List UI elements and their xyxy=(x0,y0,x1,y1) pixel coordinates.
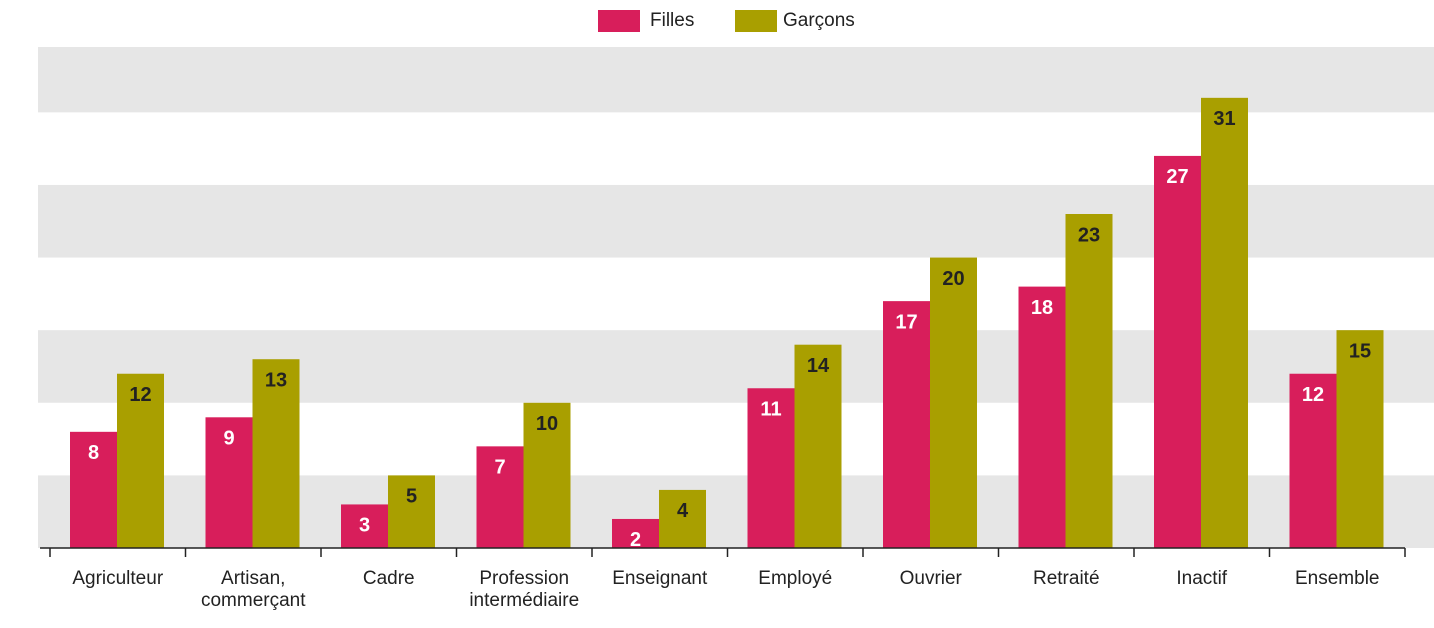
bar xyxy=(883,301,930,548)
data-label: 2 xyxy=(630,529,641,551)
x-tick-label: Inactif xyxy=(1176,568,1228,589)
data-label: 10 xyxy=(536,413,558,435)
data-label: 18 xyxy=(1031,297,1053,319)
bar xyxy=(794,344,842,548)
bar xyxy=(476,446,524,548)
data-label: 31 xyxy=(1213,108,1235,130)
x-tick-label: Ensemble xyxy=(1295,568,1380,589)
data-label: 15 xyxy=(1349,340,1371,362)
bar xyxy=(523,402,571,548)
data-label: 3 xyxy=(359,515,370,537)
bar xyxy=(1018,286,1066,548)
x-tick-label: Agriculteur xyxy=(72,568,164,589)
bar xyxy=(612,518,659,548)
bar xyxy=(1154,155,1201,549)
x-tick-label: Employé xyxy=(758,568,833,589)
bar xyxy=(388,475,435,548)
bar xyxy=(252,359,300,548)
bar xyxy=(117,373,164,548)
data-label: 5 xyxy=(406,486,417,508)
data-label: 8 xyxy=(88,442,99,464)
data-label: 17 xyxy=(895,311,917,333)
x-tick-label: Ouvrier xyxy=(899,568,962,589)
legend-label: Garçons xyxy=(783,10,855,31)
data-label: 9 xyxy=(223,428,234,450)
x-tick-label: Cadre xyxy=(362,568,415,589)
x-tick-label: Artisan, commerçant xyxy=(200,568,306,611)
data-label: 7 xyxy=(494,457,505,479)
data-label: 12 xyxy=(129,384,151,406)
data-label: 20 xyxy=(942,268,964,290)
data-label: 11 xyxy=(760,399,781,421)
bar xyxy=(930,257,977,548)
x-tick-label: Retraité xyxy=(1032,568,1100,589)
bar xyxy=(659,489,706,548)
x-tick-label: Enseignant xyxy=(612,568,708,589)
bar xyxy=(70,431,117,548)
data-label: 13 xyxy=(265,369,287,391)
bar xyxy=(1201,97,1248,549)
bar xyxy=(1336,330,1384,548)
data-label: 12 xyxy=(1302,384,1324,406)
data-label: 14 xyxy=(807,355,830,377)
data-label: 27 xyxy=(1166,166,1188,188)
legend-swatch xyxy=(735,10,777,32)
legend-swatch xyxy=(598,10,640,32)
bar xyxy=(1065,214,1113,548)
bar xyxy=(341,504,388,548)
data-label: 4 xyxy=(677,500,689,522)
legend-label: Filles xyxy=(650,10,694,31)
bar xyxy=(747,388,795,548)
x-tick-label: Profession intermédiaire xyxy=(469,568,580,611)
bar xyxy=(205,417,253,548)
data-label: 23 xyxy=(1078,224,1100,246)
bar xyxy=(1289,373,1337,548)
